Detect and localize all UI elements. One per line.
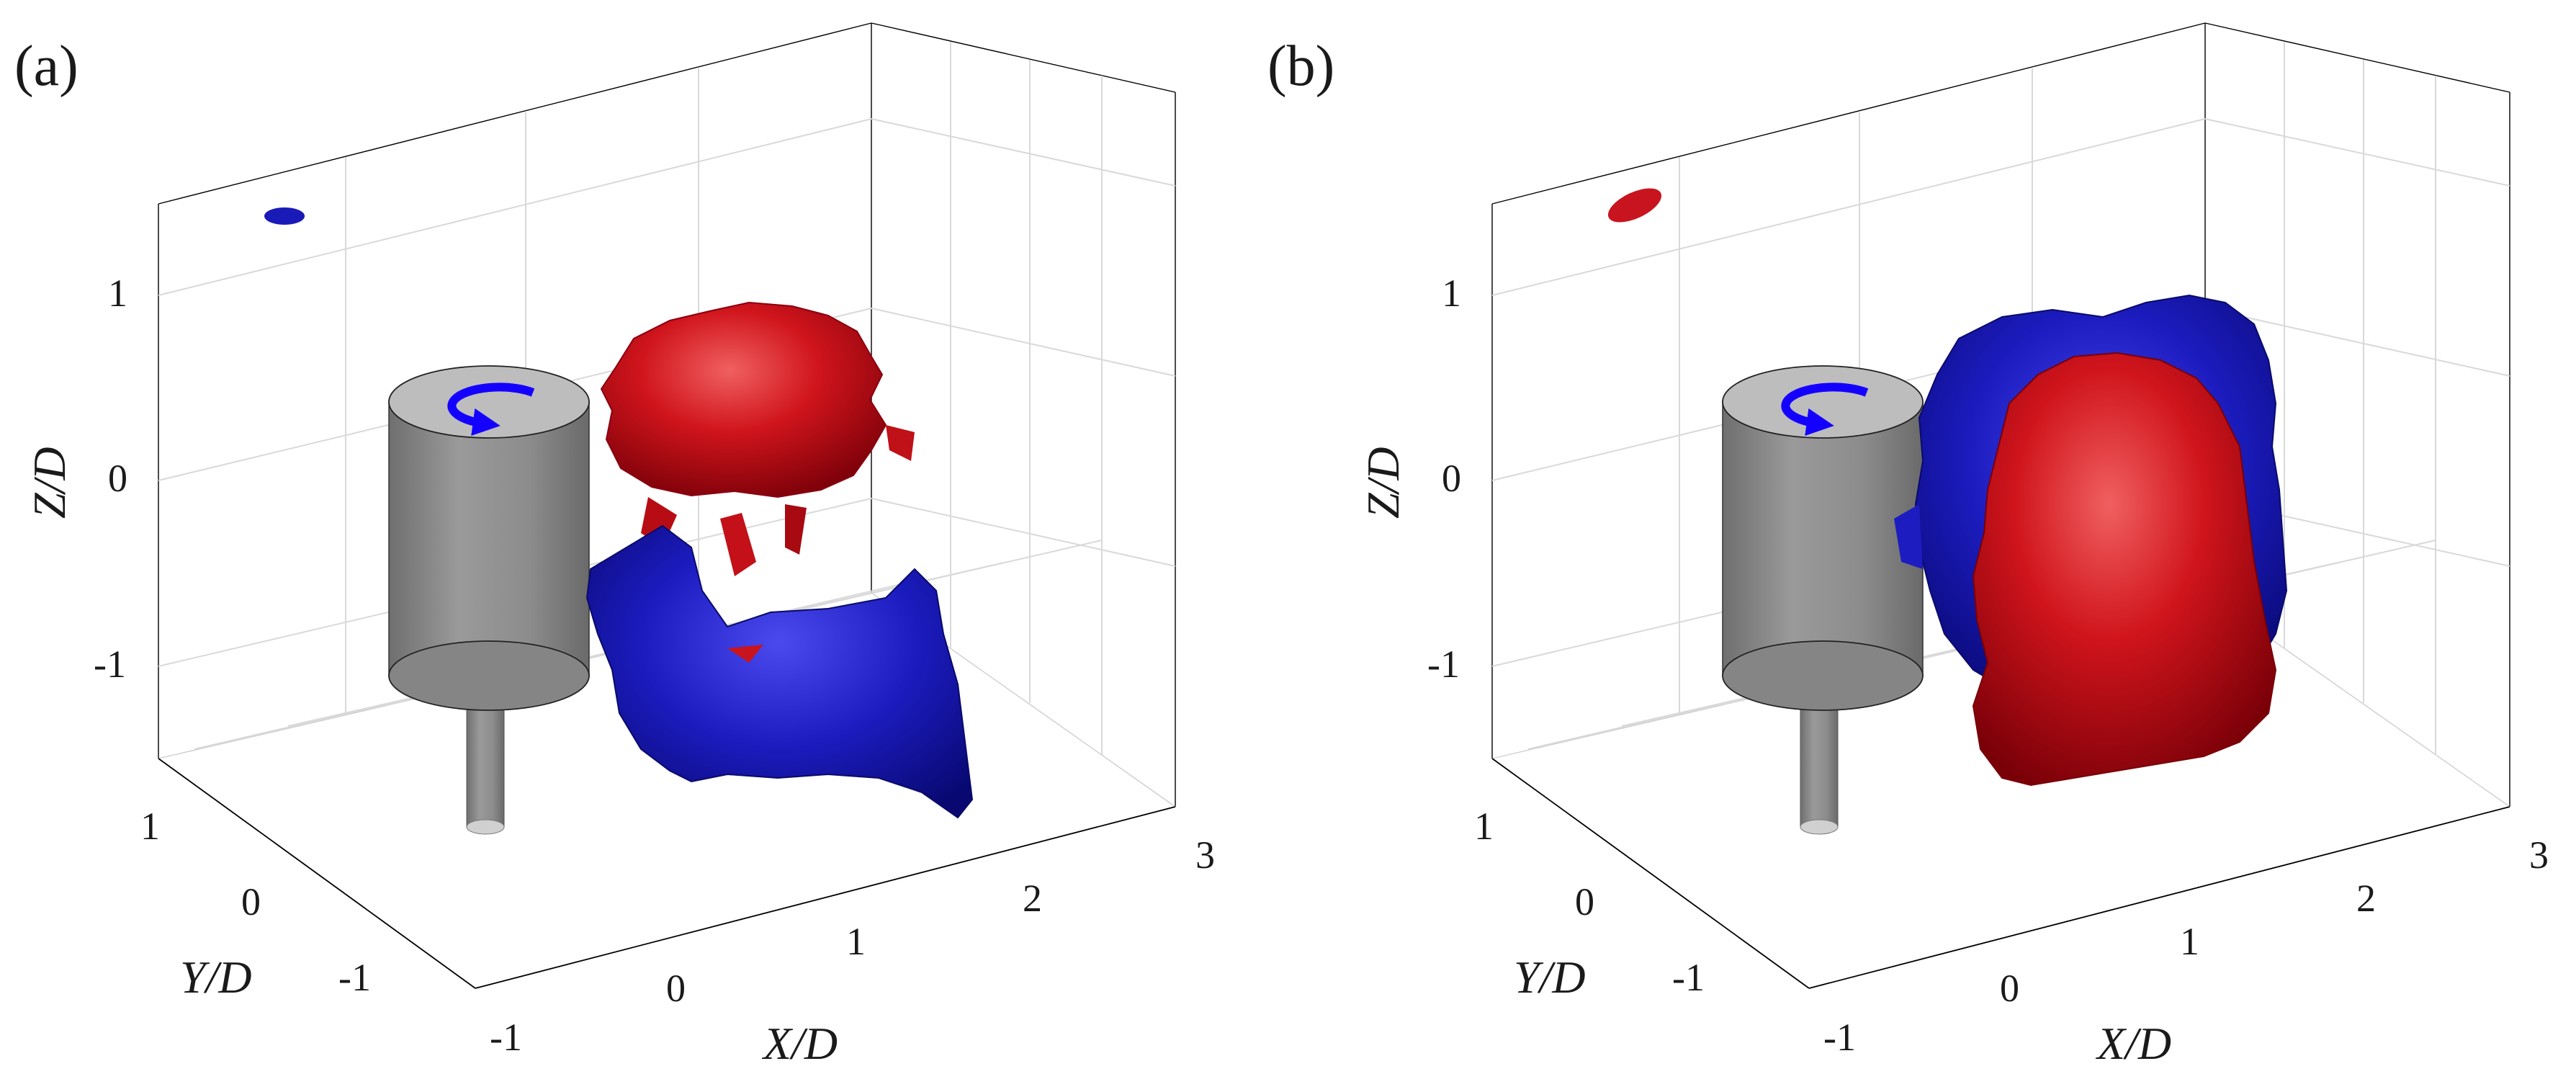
panel-b-floor-edges bbox=[1491, 758, 2510, 989]
panel-a-z-tick-1: 1 bbox=[108, 272, 127, 315]
panel-b-x-tick-2: 2 bbox=[2356, 877, 2376, 920]
panel-a-small-blue-fragment bbox=[264, 207, 305, 225]
panel-a-x-tick-0: 0 bbox=[666, 967, 686, 1010]
panel-a: (a) bbox=[14, 22, 1215, 1069]
panel-a-y-axis-label: Y/D bbox=[180, 952, 252, 1003]
panel-b-x-tick-3: 3 bbox=[2529, 833, 2549, 877]
panel-a-cylinder bbox=[388, 365, 590, 711]
panel-b-x-tick-1: 1 bbox=[2180, 920, 2199, 963]
panel-a-blue-structure bbox=[585, 524, 974, 819]
panel-b-y-tick-neg1: -1 bbox=[1672, 956, 1705, 999]
panel-a-floor-edges bbox=[158, 758, 1176, 989]
panel-b-small-red-fragment bbox=[1607, 188, 1662, 223]
panel-b-z-axis-label: Z/D bbox=[1357, 447, 1409, 519]
panel-a-rotation-arrow-icon bbox=[447, 382, 535, 436]
panel-b-z-tick-1: 1 bbox=[1442, 272, 1461, 315]
panel-b-x-axis-label: X/D bbox=[2095, 1018, 2171, 1069]
panel-a-y-tick-0: 0 bbox=[241, 880, 261, 923]
panel-b-x-tick-0: 0 bbox=[2000, 967, 2019, 1010]
panel-a-x-tick-1: 1 bbox=[846, 920, 866, 963]
panel-a-red-structure bbox=[264, 207, 915, 576]
panel-b-z-tick-neg1: -1 bbox=[1427, 643, 1460, 686]
panel-b-y-axis-label: Y/D bbox=[1514, 952, 1586, 1003]
panel-a-y-tick-neg1: -1 bbox=[338, 956, 371, 999]
panel-a-y-tick-1: 1 bbox=[140, 805, 160, 848]
panel-b-y-tick-1: 1 bbox=[1474, 805, 1494, 848]
panel-a-z-tick-0: 0 bbox=[108, 457, 127, 500]
panel-b-label: (b) bbox=[1267, 35, 1334, 98]
panel-a-x-tick-neg1: -1 bbox=[490, 1016, 522, 1059]
panel-b-x-tick-neg1: -1 bbox=[1823, 1016, 1856, 1059]
panel-b-cylinder bbox=[1722, 365, 1924, 711]
panel-a-label: (a) bbox=[14, 35, 78, 98]
panel-b-rotation-arrow-icon bbox=[1781, 382, 1869, 436]
panel-a-z-tick-neg1: -1 bbox=[94, 643, 126, 686]
panel-a-x-axis-label: X/D bbox=[761, 1018, 838, 1069]
panel-b-y-tick-0: 0 bbox=[1575, 880, 1594, 923]
panel-a-x-tick-2: 2 bbox=[1023, 877, 1042, 920]
panel-a-x-tick-3: 3 bbox=[1195, 833, 1215, 877]
panel-a-z-axis-label: Z/D bbox=[24, 447, 75, 519]
panel-b-red-structure bbox=[1607, 188, 2277, 787]
panel-b: (b) bbox=[1267, 22, 2549, 1069]
panel-b-z-tick-0: 0 bbox=[1442, 457, 1461, 500]
